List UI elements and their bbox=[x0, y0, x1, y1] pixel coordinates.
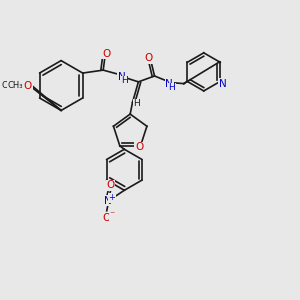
Text: H: H bbox=[121, 76, 128, 85]
Text: +: + bbox=[108, 193, 115, 202]
Text: O: O bbox=[106, 180, 115, 190]
Text: O: O bbox=[24, 80, 32, 91]
Text: ⁻: ⁻ bbox=[110, 211, 115, 220]
Text: H: H bbox=[134, 99, 140, 108]
Text: CH₃: CH₃ bbox=[8, 81, 23, 90]
Text: CH₃: CH₃ bbox=[2, 81, 17, 90]
Text: O: O bbox=[144, 53, 152, 63]
Text: O: O bbox=[23, 80, 30, 91]
Text: N: N bbox=[219, 79, 226, 89]
Text: N: N bbox=[118, 72, 126, 82]
Text: N: N bbox=[165, 79, 173, 88]
Text: N: N bbox=[104, 196, 112, 206]
Text: H: H bbox=[168, 83, 175, 92]
Text: O: O bbox=[135, 142, 143, 152]
Text: O: O bbox=[102, 49, 110, 59]
Text: O: O bbox=[103, 213, 111, 224]
